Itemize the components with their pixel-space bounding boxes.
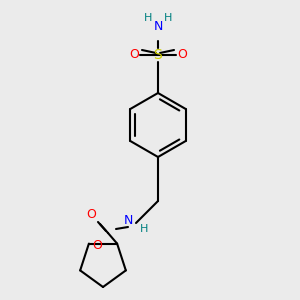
Text: N: N bbox=[123, 214, 133, 227]
Text: O: O bbox=[177, 49, 187, 62]
Text: H: H bbox=[140, 224, 148, 234]
Text: O: O bbox=[92, 239, 102, 252]
Text: H: H bbox=[144, 13, 152, 23]
Text: O: O bbox=[86, 208, 96, 220]
Text: S: S bbox=[154, 48, 162, 62]
Text: H: H bbox=[164, 13, 172, 23]
Text: O: O bbox=[129, 49, 139, 62]
Text: N: N bbox=[153, 20, 163, 34]
